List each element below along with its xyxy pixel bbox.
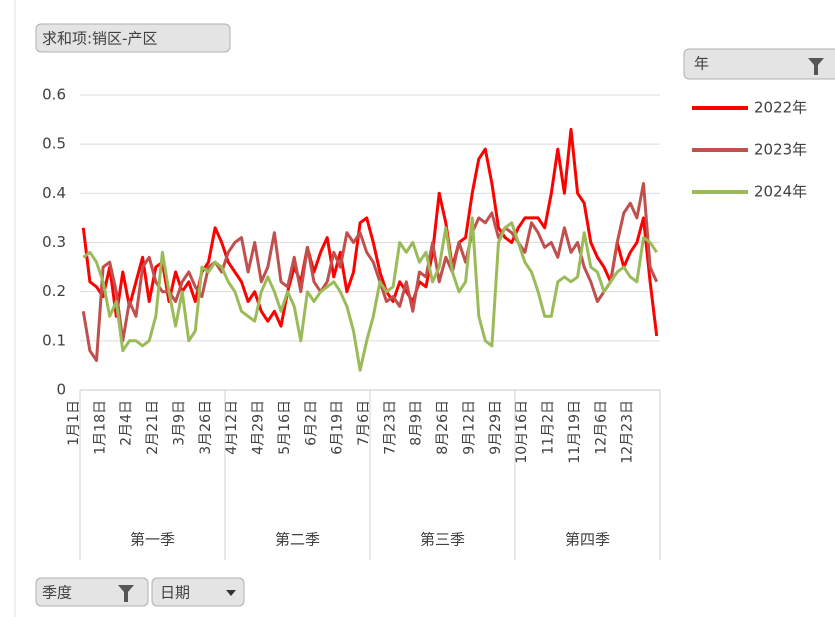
x-tick-label: 8月9日 (409, 400, 425, 446)
legend-label: 2022年 (754, 99, 807, 117)
group-label: 第三季 (420, 531, 465, 549)
axis-field-label: 日期 (160, 584, 190, 602)
x-tick-label: 2月21日 (145, 400, 161, 455)
x-tick-label: 8月26日 (435, 400, 451, 455)
series-line (82, 216, 658, 372)
x-tick-label: 12月23日 (620, 400, 636, 464)
y-tick-label: 0.1 (42, 331, 66, 349)
x-tick-label: 11月2日 (541, 400, 557, 455)
y-tick-label: 0.2 (42, 282, 66, 300)
group-label: 第四季 (565, 531, 610, 549)
y-tick-label: 0.3 (42, 233, 66, 251)
x-tick-label: 9月12日 (461, 400, 477, 455)
y-tick-label: 0.5 (42, 135, 66, 153)
y-tick-label: 0.6 (42, 86, 66, 104)
x-tick-label: 7月23日 (382, 400, 398, 455)
axis-field-button[interactable] (151, 577, 245, 607)
axis-field-label: 季度 (42, 584, 72, 602)
series-line (81, 127, 659, 337)
legend-field-label: 年 (694, 55, 709, 73)
group-label: 第一季 (130, 531, 175, 549)
x-tick-label: 6月2日 (303, 400, 319, 446)
legend-label: 2024年 (754, 183, 807, 201)
series-line (81, 182, 659, 362)
x-tick-label: 11月19日 (567, 400, 583, 464)
value-field-button[interactable] (35, 23, 231, 53)
x-tick-label: 12月6日 (593, 400, 609, 455)
legend-field-button[interactable] (683, 48, 835, 80)
x-tick-label: 6月19日 (330, 400, 346, 455)
x-tick-label: 3月9日 (171, 400, 187, 446)
value-field-label: 求和项:销区-产区 (42, 30, 157, 48)
x-tick-label: 5月16日 (277, 400, 293, 455)
x-tick-label: 4月12日 (224, 400, 240, 455)
legend-label: 2023年 (754, 141, 807, 159)
filter-icon (118, 585, 134, 602)
x-tick-label: 7月6日 (356, 400, 372, 446)
x-tick-label: 3月26日 (198, 400, 214, 455)
x-tick-label: 10月16日 (514, 400, 530, 464)
x-tick-label: 2月4日 (119, 400, 135, 446)
x-tick-label: 4月29日 (251, 400, 267, 455)
y-tick-label: 0 (56, 381, 66, 399)
filter-icon (808, 58, 824, 75)
dropdown-icon (226, 590, 236, 596)
x-tick-label: 1月1日 (66, 400, 82, 446)
group-label: 第二季 (275, 531, 320, 549)
x-tick-label: 9月29日 (488, 400, 504, 455)
y-tick-label: 0.4 (42, 184, 66, 202)
x-tick-label: 1月18日 (92, 400, 108, 455)
